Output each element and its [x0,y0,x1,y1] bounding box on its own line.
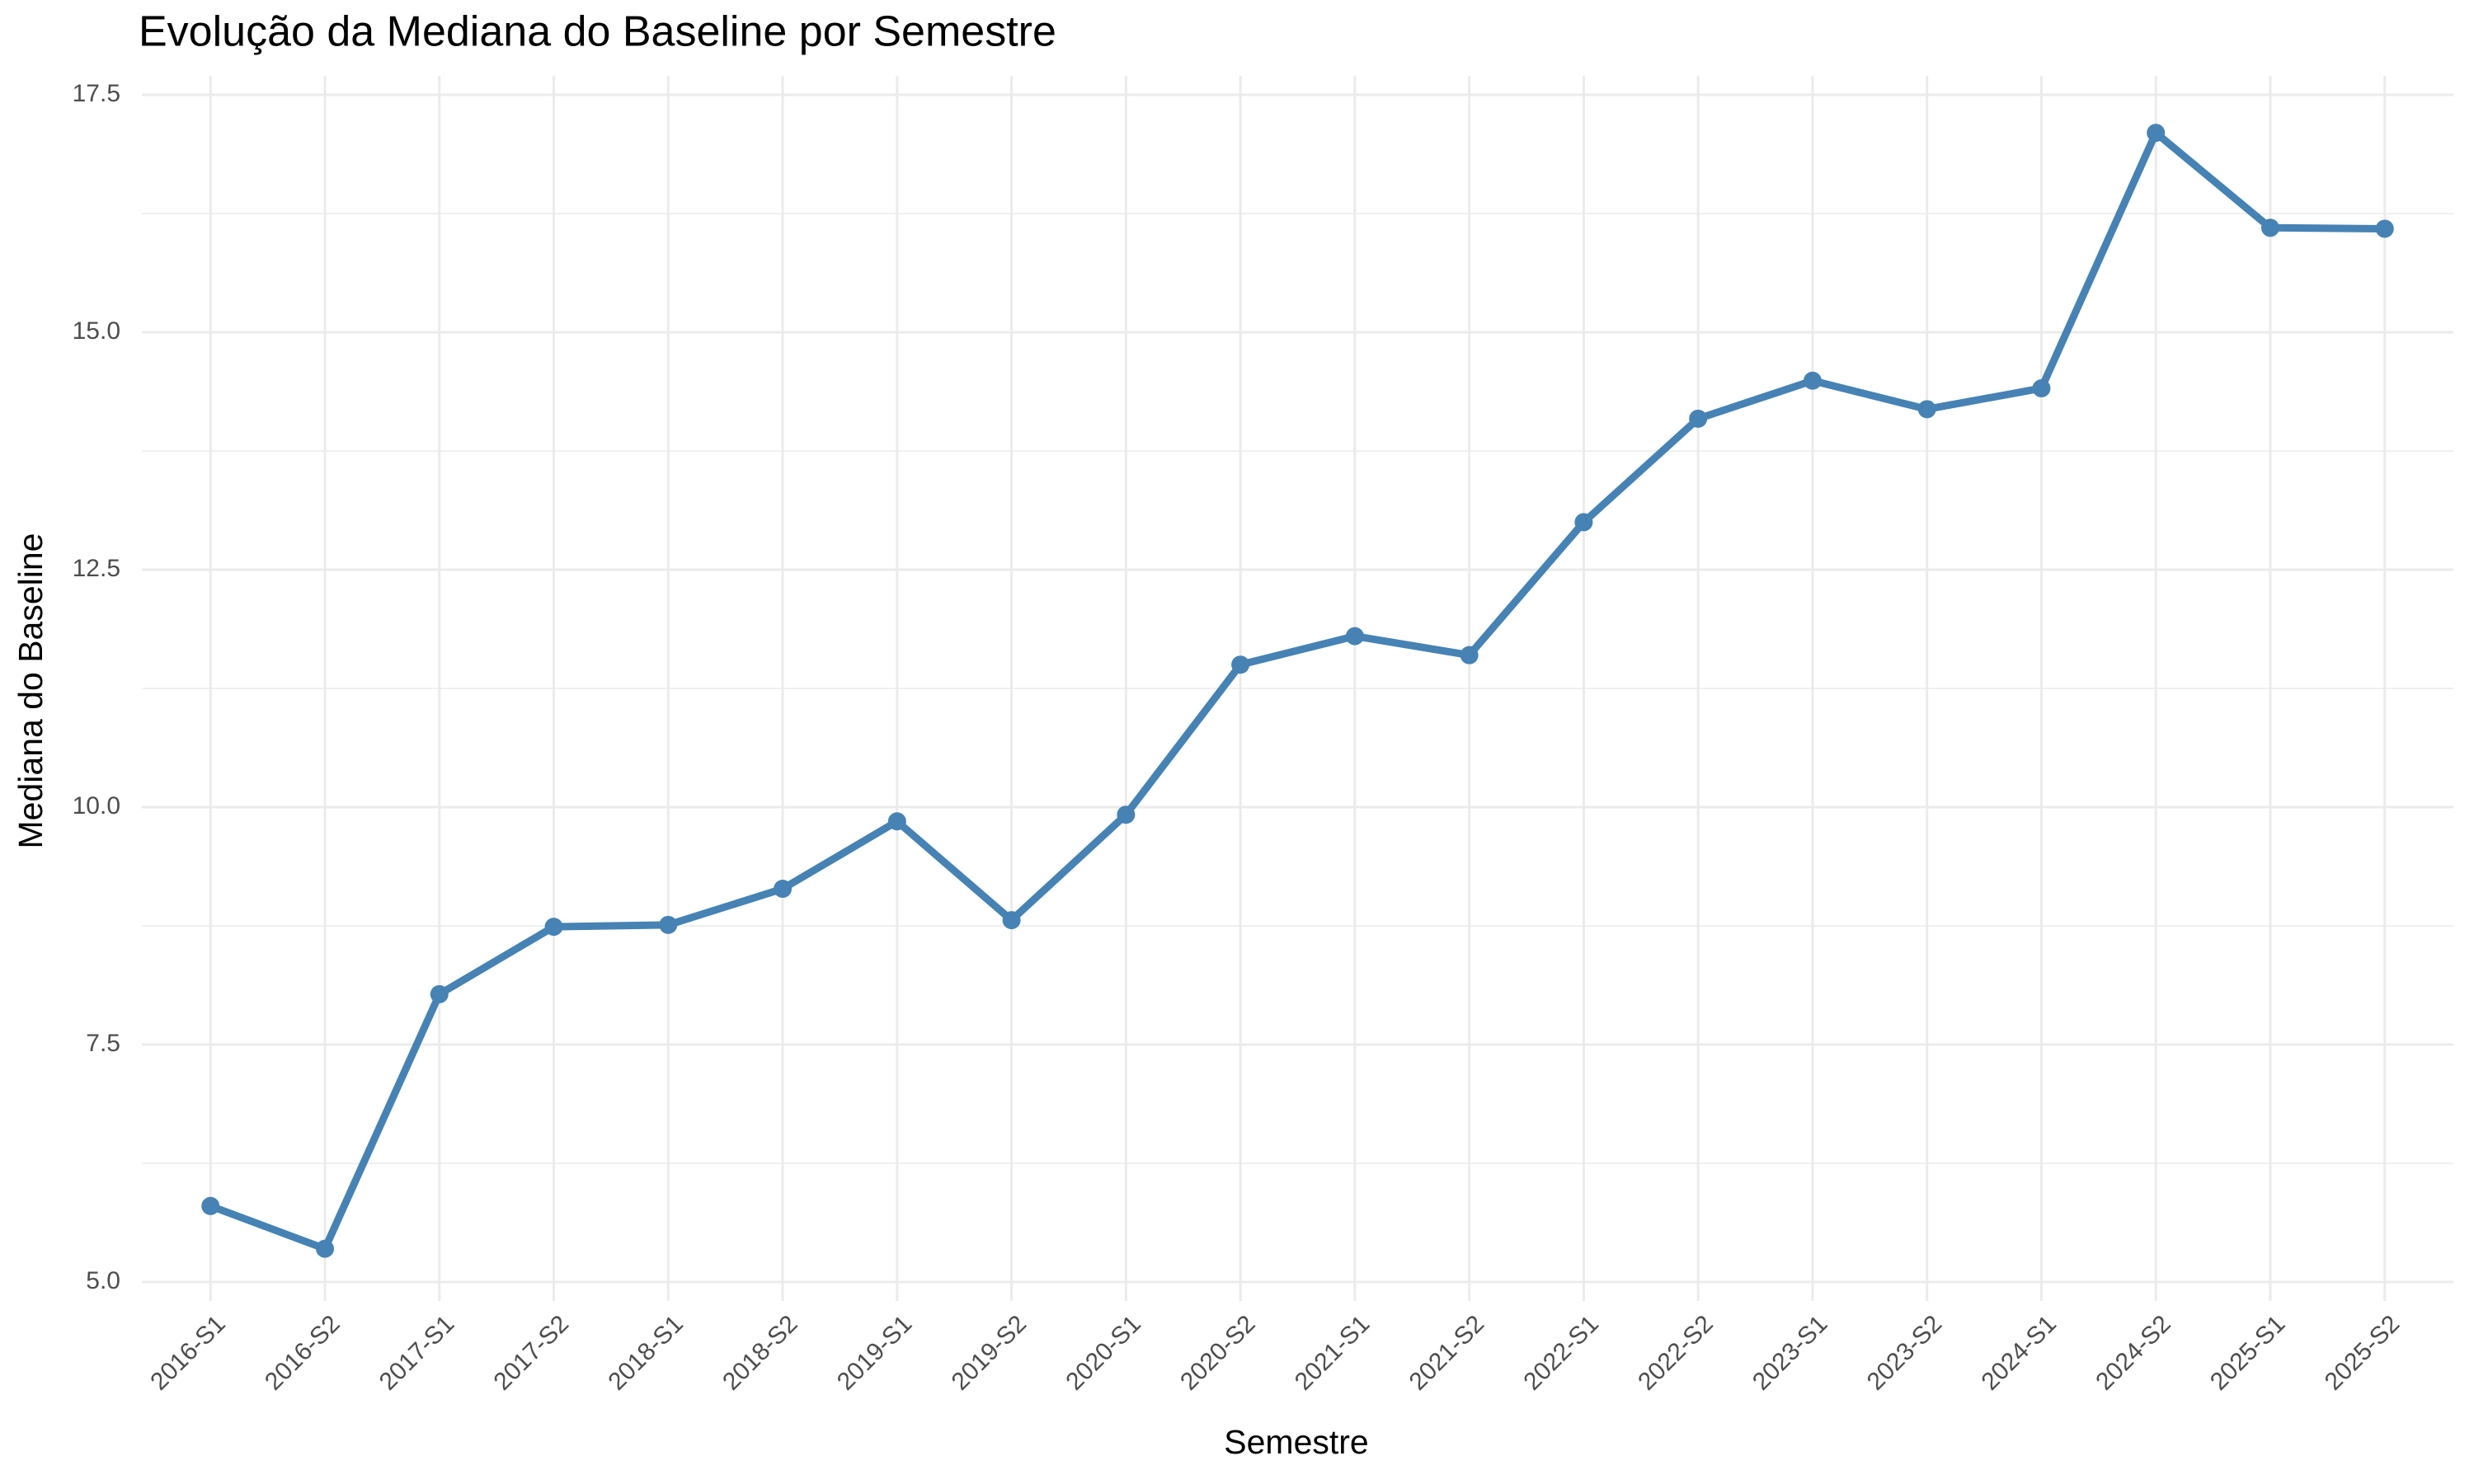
x-tick-label: 2024-S2 [2091,1310,2176,1396]
x-tick-label: 2018-S1 [603,1310,689,1396]
data-point [1574,513,1593,532]
x-tick-label: 2016-S1 [145,1310,231,1396]
y-tick-label: 5.0 [86,1267,120,1294]
data-point [316,1239,335,1258]
chart-title: Evolução da Mediana do Baseline por Seme… [139,8,1056,56]
data-point [774,880,793,899]
x-tick-label: 2019-S2 [947,1310,1032,1396]
y-tick-label: 12.5 [73,555,120,582]
x-tick-label: 2025-S2 [2320,1310,2406,1396]
data-point [1002,911,1021,930]
x-tick-label: 2020-S1 [1061,1310,1146,1396]
y-tick-label: 10.0 [73,792,120,819]
x-tick-label: 2020-S2 [1175,1310,1261,1396]
data-point [659,915,678,934]
data-point [2032,378,2051,397]
x-tick-label: 2019-S1 [832,1310,918,1396]
data-point [1117,805,1136,824]
data-point [2260,218,2279,237]
data-point [1460,646,1479,665]
x-tick-label: 2017-S2 [489,1310,575,1396]
y-axis-title: Mediana do Baseline [12,533,49,849]
data-point [1803,371,1822,390]
x-tick-label: 2018-S2 [717,1310,803,1396]
x-tick-label: 2023-S1 [1747,1310,1833,1396]
x-tick-label: 2024-S1 [1976,1310,2062,1396]
data-point [430,984,449,1003]
x-tick-label: 2021-S2 [1404,1310,1490,1396]
data-point [1689,409,1708,428]
y-tick-label: 17.5 [73,80,120,107]
x-tick-label: 2025-S1 [2205,1310,2291,1396]
data-line [209,129,2385,1253]
data-point [887,812,906,831]
x-tick-label: 2022-S1 [1518,1310,1604,1396]
x-tick-label: 2022-S2 [1633,1310,1719,1396]
data-point [1345,627,1364,646]
data-point [201,1196,220,1215]
y-tick-label: 7.5 [86,1030,120,1057]
data-point [2147,124,2166,143]
y-tick-label: 15.0 [73,317,120,345]
data-point [1231,655,1250,674]
x-tick-label: 2023-S2 [1862,1310,1948,1396]
x-tick-label: 2016-S2 [260,1310,346,1396]
data-point [544,918,563,937]
x-axis-title: Semestre [1224,1423,1368,1461]
data-point [2375,219,2394,238]
x-tick-label: 2017-S1 [374,1310,460,1396]
x-tick-label: 2021-S1 [1290,1310,1376,1396]
data-point [1917,400,1936,419]
